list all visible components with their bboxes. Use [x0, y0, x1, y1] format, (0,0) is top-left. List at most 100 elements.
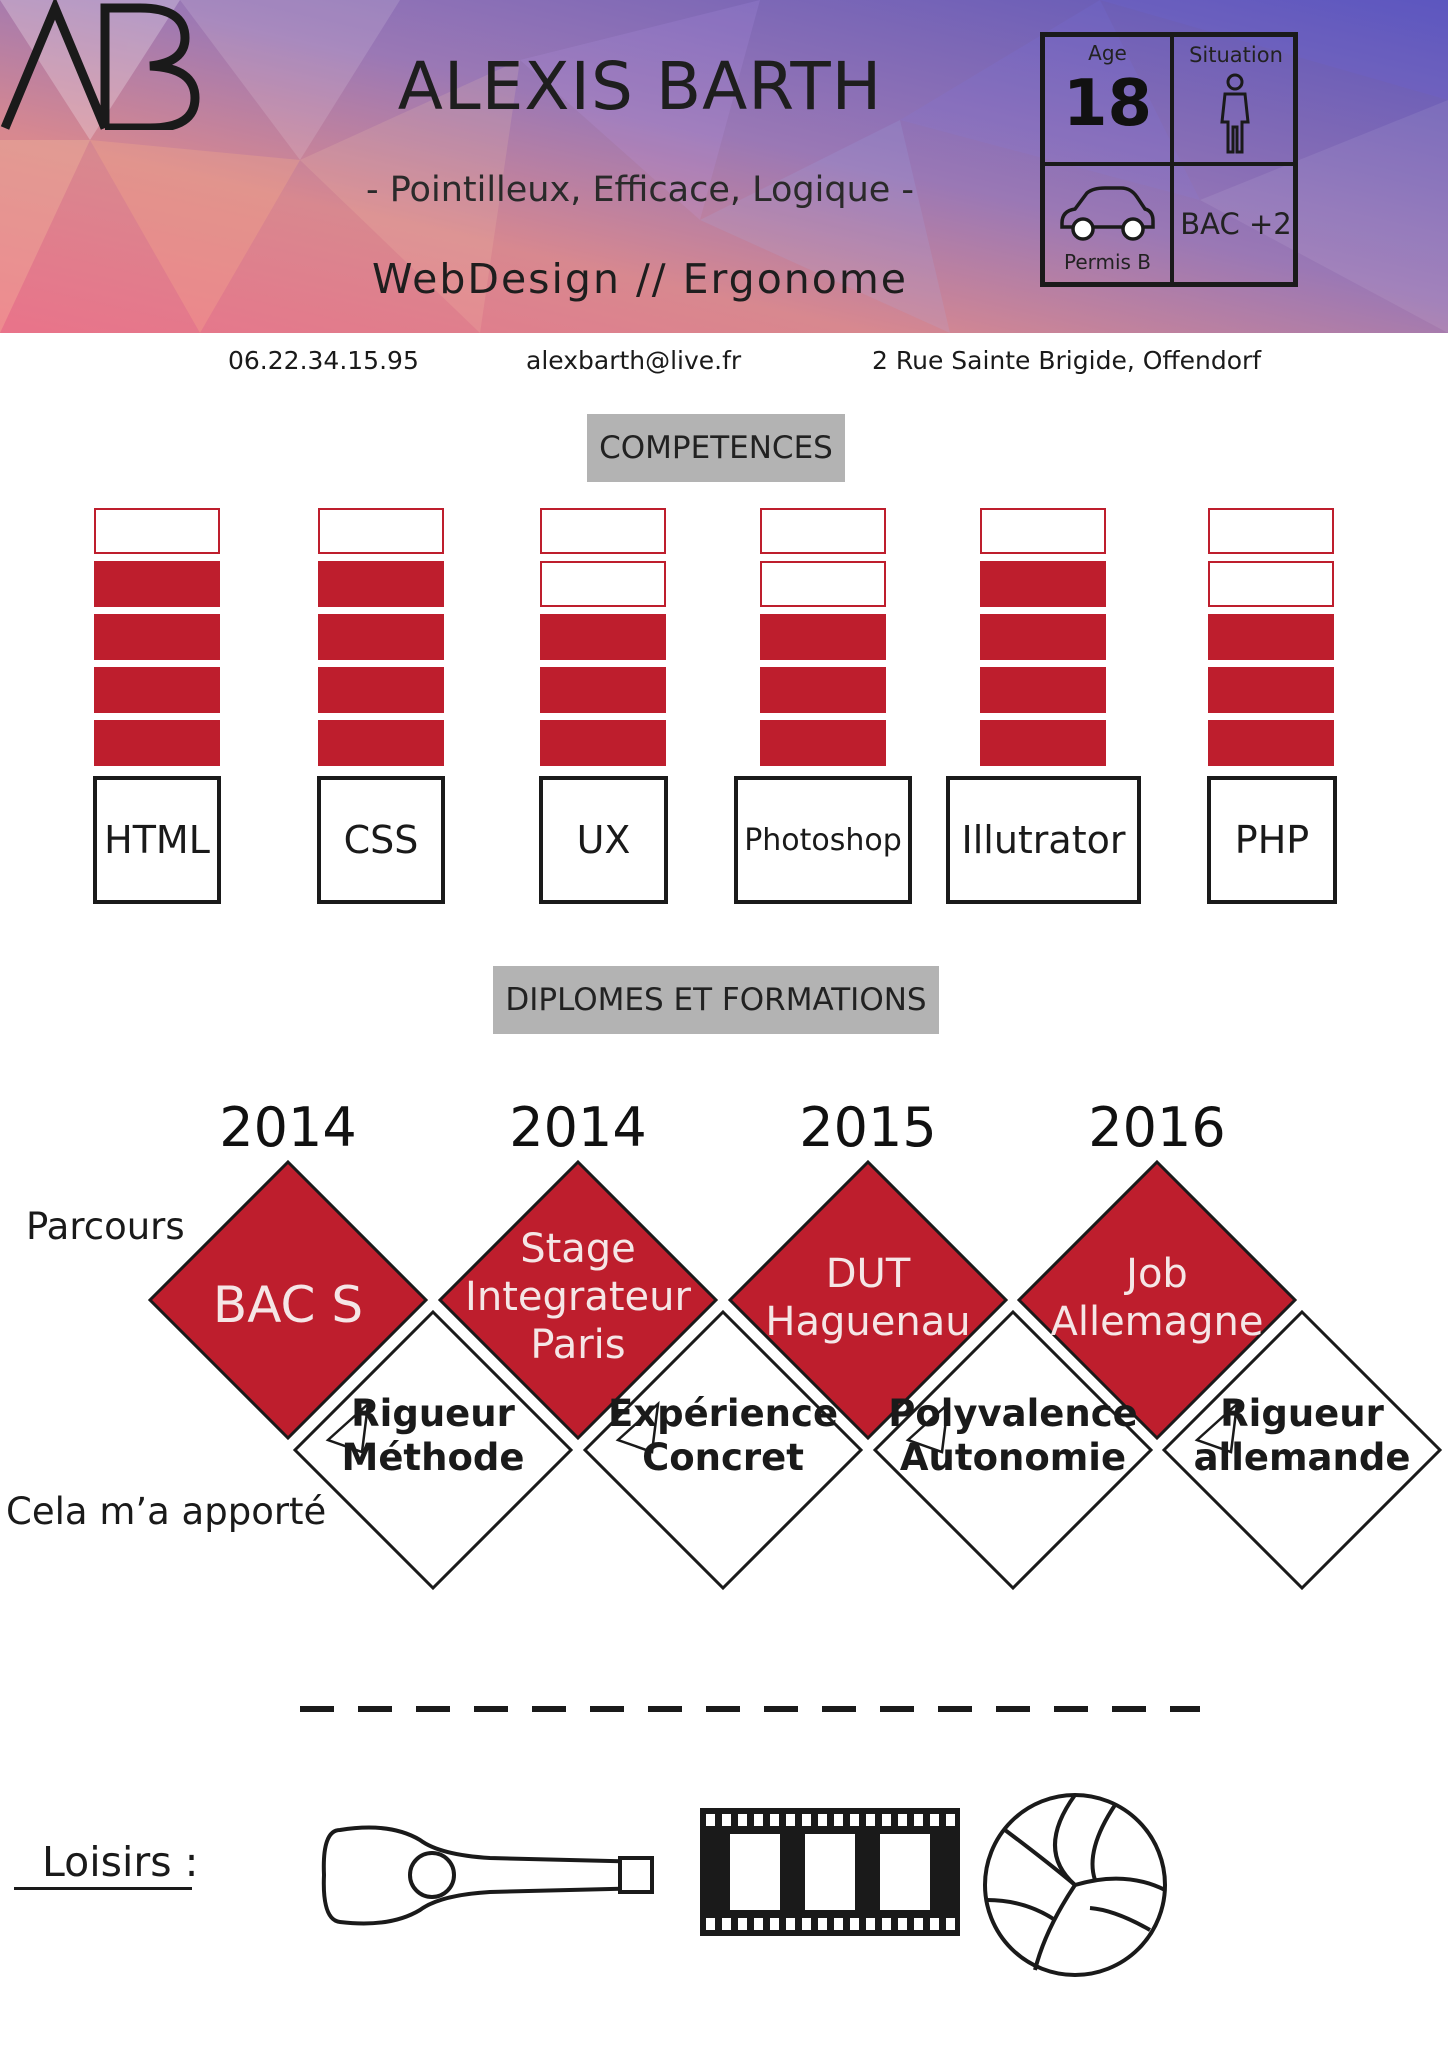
skill-level-block	[94, 508, 220, 554]
film-hole	[914, 1918, 923, 1930]
film-hole	[770, 1814, 779, 1826]
film-hole	[754, 1814, 763, 1826]
parcours-title: Job Allemagne	[1050, 1251, 1264, 1345]
situation-label: Situation	[1189, 43, 1283, 67]
skill-level-block	[540, 508, 666, 554]
skill-level-block	[318, 720, 444, 766]
timeline-year: 2014	[509, 1096, 647, 1159]
film-hole	[722, 1918, 731, 1930]
film-hole	[786, 1918, 795, 1930]
film-hole	[802, 1814, 811, 1826]
gain-diamond	[582, 1309, 864, 1591]
skill-level-block	[760, 614, 886, 660]
skill-level-block	[1208, 614, 1334, 660]
skill-level-block	[1208, 561, 1334, 607]
contact-address: 2 Rue Sainte Brigide, Offendorf	[872, 346, 1262, 375]
volleyball-icon	[983, 1793, 1167, 1977]
film-hole	[722, 1814, 731, 1826]
film-hole	[866, 1814, 875, 1826]
skill-level-block	[318, 614, 444, 660]
age-label: Age	[1088, 41, 1127, 65]
skill-level-block	[94, 561, 220, 607]
film-hole	[866, 1918, 875, 1930]
gain-diamond	[872, 1309, 1154, 1591]
skill-level-block	[94, 667, 220, 713]
film-hole	[786, 1814, 795, 1826]
film-hole	[802, 1918, 811, 1930]
film-hole	[834, 1814, 843, 1826]
parcours-diamond	[437, 1159, 719, 1441]
film-hole	[818, 1814, 827, 1826]
car-icon	[1060, 186, 1155, 241]
skill-label: CSS	[317, 776, 445, 904]
film-hole	[930, 1814, 939, 1826]
skill-level-block	[760, 561, 886, 607]
skill-level-block	[1208, 720, 1334, 766]
skill-level-block	[980, 720, 1106, 766]
gain-text: Rigueur allemande	[1193, 1392, 1411, 1480]
film-hole	[850, 1918, 859, 1930]
skill-label: UX	[539, 776, 668, 904]
parcours-title: Stage Integrateur Paris	[465, 1226, 691, 1368]
tagline: - Pointilleux, Efficace, Logique -	[365, 170, 915, 210]
film-hole	[946, 1918, 955, 1930]
timeline-diamonds	[147, 1159, 1443, 1591]
skill-level-block	[980, 508, 1106, 554]
contact-phone: 06.22.34.15.95	[228, 346, 419, 375]
film-hole	[898, 1918, 907, 1930]
film-hole	[738, 1918, 747, 1930]
arrow-icon	[615, 1400, 660, 1454]
film-hole	[882, 1814, 891, 1826]
gain-diamond	[1161, 1309, 1443, 1591]
skill-level-block	[980, 667, 1106, 713]
skill-level-block	[980, 614, 1106, 660]
skill-level-block	[540, 561, 666, 607]
film-hole	[706, 1814, 715, 1826]
gain-text: Rigueur Méthode	[341, 1392, 525, 1480]
person-icon	[1220, 73, 1250, 154]
film-hole	[850, 1814, 859, 1826]
skill-level-block	[760, 667, 886, 713]
film-hole	[818, 1918, 827, 1930]
timeline-year: 2016	[1088, 1096, 1226, 1159]
arrow-icon	[325, 1400, 370, 1454]
skill-level-block	[760, 720, 886, 766]
hobbies-label: Loisirs :	[42, 1838, 199, 1886]
gain-label: Cela m’a apporté	[6, 1490, 327, 1533]
contact-email: alexbarth@live.fr	[526, 346, 742, 375]
film-hole	[882, 1918, 891, 1930]
gain-text: Expérience Concret	[607, 1392, 839, 1480]
film-hole	[914, 1814, 923, 1826]
film-hole	[706, 1918, 715, 1930]
skill-label: HTML	[93, 776, 221, 904]
skill-level-block	[540, 614, 666, 660]
arrow-icon	[905, 1400, 950, 1454]
skill-level-block	[1208, 508, 1334, 554]
arrow-icon	[1194, 1400, 1239, 1454]
parcours-title: BAC S	[212, 1276, 364, 1334]
gain-text: Polyvalence Autonomie	[888, 1392, 1138, 1480]
parcours-diamond	[727, 1159, 1009, 1441]
skills-section-title: COMPETENCES	[587, 414, 845, 482]
parcours-label: Parcours	[26, 1205, 185, 1248]
divider-dashes	[300, 1706, 1200, 1712]
header-banner: ALEXIS BARTH - Pointilleux, Efficace, Lo…	[0, 0, 1448, 333]
skill-level-block	[94, 614, 220, 660]
film-hole	[946, 1814, 955, 1826]
job-role: WebDesign // Ergonome	[371, 255, 909, 303]
logo-ab-icon	[0, 0, 200, 130]
film-hole	[930, 1918, 939, 1930]
timeline-year: 2015	[799, 1096, 937, 1159]
skill-label: PHP	[1207, 776, 1337, 904]
person-name: ALEXIS BARTH	[397, 48, 883, 125]
guitar-icon	[321, 1825, 654, 1926]
skill-level-block	[540, 720, 666, 766]
skill-level-block	[318, 508, 444, 554]
film-hole	[738, 1814, 747, 1826]
skill-level-block	[760, 508, 886, 554]
skill-level-block	[540, 667, 666, 713]
skill-level-block	[318, 667, 444, 713]
skill-level-block	[94, 720, 220, 766]
film-hole	[770, 1918, 779, 1930]
license-label: Permis B	[1063, 250, 1152, 274]
